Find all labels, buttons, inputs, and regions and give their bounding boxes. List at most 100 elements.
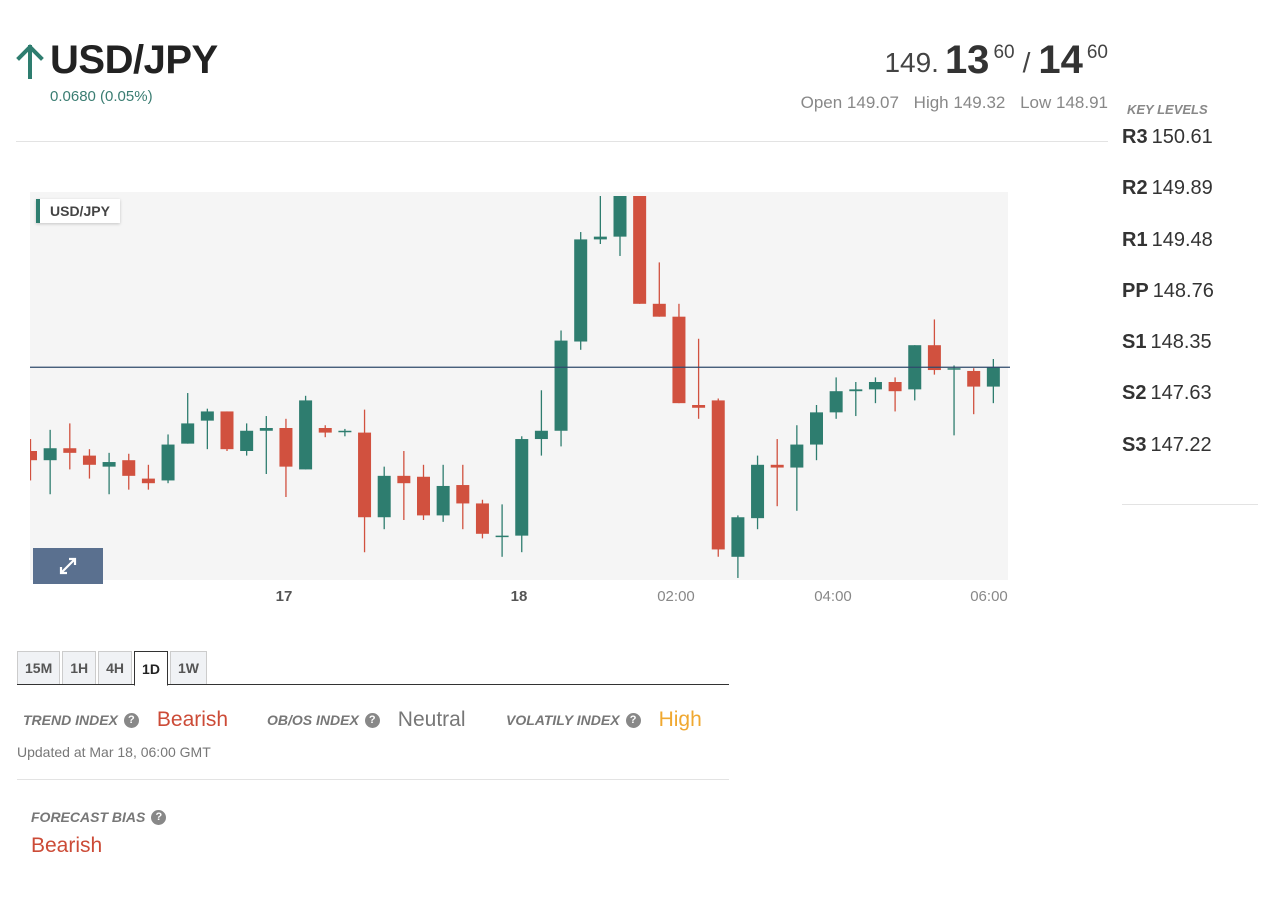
- candle-down: [82, 455, 96, 465]
- candle-down: [318, 428, 332, 433]
- trend-index-label: TREND INDEX: [23, 712, 118, 728]
- help-icon[interactable]: ?: [123, 712, 139, 728]
- indices-row: TREND INDEX ? Bearish OB/OS INDEX ? Neut…: [23, 708, 723, 738]
- candle-down: [417, 476, 430, 516]
- candle-up: [613, 196, 627, 237]
- level-name: S3: [1122, 434, 1147, 456]
- level-name: R2: [1122, 177, 1148, 199]
- candle-down: [652, 303, 666, 317]
- candle-down: [967, 370, 981, 387]
- ask-big-digits: 14: [1038, 38, 1083, 82]
- level-value: 149.48: [1151, 229, 1213, 251]
- candle-up: [986, 367, 1000, 387]
- forecast-bias-value: Bearish: [31, 834, 103, 857]
- expand-chart-button[interactable]: [33, 548, 103, 584]
- x-tick-label: 04:00: [814, 588, 852, 604]
- key-levels-title: KEY LEVELS: [1127, 102, 1208, 117]
- level-value: 148.35: [1150, 331, 1212, 353]
- level-name: S2: [1122, 382, 1147, 404]
- expand-icon: [59, 557, 77, 575]
- candle-up: [43, 448, 57, 461]
- candles-group: [30, 196, 1000, 578]
- quote-separator: /: [1022, 47, 1031, 78]
- bid-ask-quote: 149. 13 60 / 14 60: [884, 38, 1108, 83]
- tab-15m[interactable]: 15M: [17, 651, 61, 684]
- level-value: 147.63: [1150, 382, 1212, 404]
- key-level-r3: R3 150.61: [1122, 126, 1213, 149]
- instrument-symbol: USD/JPY: [50, 38, 218, 82]
- updated-timestamp: Updated at Mar 18, 06:00 GMT: [17, 744, 211, 760]
- candle-up: [574, 239, 588, 342]
- candle-up: [731, 517, 745, 557]
- candle-down: [888, 382, 902, 392]
- candle-down: [63, 448, 77, 453]
- candle-up: [534, 430, 548, 440]
- obos-index: OB/OS INDEX ? Neutral: [267, 708, 466, 732]
- tab-1d[interactable]: 1D: [134, 651, 168, 686]
- instrument-header: USD/JPY 0.0680 (0.05%) 149. 13 60 / 14 6…: [16, 38, 1108, 142]
- section-divider: [17, 779, 729, 780]
- candlestick-chart: 149.300149.250149.200149.150149.100149.0…: [30, 196, 1010, 604]
- x-tick-label: 06:00: [970, 588, 1008, 604]
- chart-symbol-label: USD/JPY: [36, 199, 120, 223]
- tab-1h[interactable]: 1H: [62, 651, 97, 684]
- candle-up: [829, 391, 843, 413]
- bid-small-digits: 60: [993, 42, 1015, 63]
- candle-up: [240, 430, 254, 451]
- candle-up: [161, 444, 175, 481]
- obos-index-label: OB/OS INDEX: [267, 712, 359, 728]
- volatility-index: VOLATILY INDEX ? High: [506, 708, 702, 732]
- tab-1w[interactable]: 1W: [169, 651, 207, 684]
- low-value: Low 148.91: [1020, 93, 1108, 112]
- level-name: R3: [1122, 126, 1148, 148]
- candle-up: [299, 400, 313, 470]
- candle-down: [475, 503, 489, 534]
- ask-small-digits: 60: [1086, 42, 1108, 63]
- price-change: 0.0680 (0.05%): [50, 88, 153, 105]
- open-value: Open 149.07: [800, 93, 899, 112]
- level-name: R1: [1122, 229, 1148, 251]
- key-levels-panel: KEY LEVELS R3 150.61 R2 149.89 R1 149.48 PP…: [1122, 100, 1258, 505]
- help-icon[interactable]: ?: [364, 712, 380, 728]
- level-value: 148.76: [1152, 280, 1214, 302]
- candle-up: [849, 389, 863, 392]
- candle-down: [770, 464, 784, 468]
- candle-down: [672, 316, 686, 404]
- level-name: S1: [1122, 331, 1147, 353]
- help-icon[interactable]: ?: [625, 712, 641, 728]
- help-icon[interactable]: ?: [151, 809, 167, 825]
- candle-up: [495, 535, 509, 538]
- candle-down: [711, 400, 725, 550]
- key-level-s2: S2 147.63: [1122, 382, 1212, 405]
- key-level-r2: R2 149.89: [1122, 177, 1213, 200]
- volatility-index-label: VOLATILY INDEX: [506, 712, 620, 728]
- level-value: 149.89: [1151, 177, 1213, 199]
- candle-up: [102, 462, 116, 467]
- candle-up: [259, 428, 273, 431]
- bid-big-digits: 13: [944, 38, 990, 82]
- candle-down: [456, 485, 470, 504]
- x-tick-label: 18: [511, 588, 528, 604]
- candle-down: [141, 478, 155, 484]
- candle-up: [593, 236, 607, 240]
- candle-up: [200, 411, 214, 421]
- candle-up: [181, 423, 195, 444]
- key-level-s3: S3 147.22: [1122, 434, 1212, 457]
- timeframe-tabs: 15M 1H 4H 1D 1W: [17, 651, 729, 686]
- candle-down: [279, 428, 293, 467]
- level-value: 150.61: [1151, 126, 1213, 148]
- price-chart[interactable]: 149.300149.250149.200149.150149.100149.0…: [30, 192, 1010, 604]
- high-value: High 149.32: [913, 93, 1006, 112]
- key-level-s1: S1 148.35: [1122, 331, 1212, 354]
- obos-index-value: Neutral: [397, 708, 466, 731]
- open-high-low: Open 149.07 High 149.32 Low 148.91: [791, 93, 1108, 113]
- x-tick-label: 17: [276, 588, 293, 604]
- candle-up: [436, 485, 450, 516]
- candle-down: [30, 451, 37, 461]
- candle-up: [947, 368, 961, 370]
- candle-up: [810, 412, 823, 445]
- candle-down: [927, 345, 941, 371]
- forecast-bias: FORECAST BIAS ? Bearish: [31, 809, 167, 858]
- tab-4h[interactable]: 4H: [98, 651, 133, 684]
- forecast-bias-label: FORECAST BIAS: [31, 809, 146, 825]
